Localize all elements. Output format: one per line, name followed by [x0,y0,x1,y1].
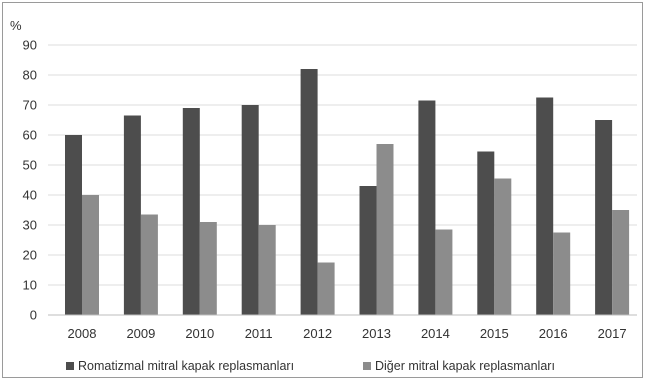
bar-romatizmal-2011 [241,105,259,315]
bar-romatizmal-2015 [477,151,495,315]
x-tick-label: 2010 [185,326,214,341]
x-tick-label: 2014 [421,326,450,341]
y-tick-label: 30 [23,218,37,233]
bar-diger-2014 [435,229,453,315]
y-tick-label: 80 [23,68,37,83]
bars [65,69,630,315]
legend: Romatizmal mitral kapak replasmanları Diğ… [66,359,555,373]
bar-romatizmal-2016 [536,97,554,315]
legend-label: Romatizmal mitral kapak replasmanları [78,359,294,373]
legend-swatch [66,362,74,370]
bar-diger-2009 [140,214,158,315]
x-tick-label: 2013 [362,326,391,341]
x-tick-label: 2015 [480,326,509,341]
y-tick-label: 20 [23,248,37,263]
bar-diger-2016 [553,232,571,315]
bar-romatizmal-2009 [123,115,141,315]
x-tick-label: 2008 [68,326,97,341]
y-tick-labels: 0 10 20 30 40 50 60 70 80 90 [23,38,37,323]
y-tick-label: 40 [23,188,37,203]
bar-diger-2015 [494,178,512,315]
y-tick-label: 90 [23,38,37,53]
bar-diger-2017 [612,210,630,315]
x-tick-label: 2011 [245,326,273,341]
x-tick-label: 2016 [539,326,568,341]
y-tick-label: 0 [30,308,37,323]
legend-label: Diğer mitral kapak replasmanları [375,359,555,373]
bar-romatizmal-2008 [65,135,82,315]
y-axis-unit-label: % [10,18,22,33]
y-tick-label: 60 [23,128,37,143]
bar-diger-2008 [82,195,99,315]
bar-romatizmal-2013 [359,186,377,315]
bar-diger-2013 [376,144,394,315]
y-tick-label: 10 [23,278,37,293]
bar-romatizmal-2012 [300,69,318,315]
bar-diger-2010 [199,222,217,315]
bar-romatizmal-2014 [418,100,436,315]
legend-swatch [363,362,371,370]
bar-romatizmal-2017 [595,120,613,315]
x-tick-label: 2017 [598,326,627,341]
x-tick-labels: 2008 2009 2010 2011 2012 2013 2014 2015 2016 2017 [68,326,627,341]
x-tick-label: 2012 [303,326,332,341]
x-tick-label: 2009 [126,326,155,341]
bar-romatizmal-2010 [182,108,200,315]
bar-diger-2012 [317,262,335,315]
bar-diger-2011 [258,225,276,315]
y-tick-label: 70 [23,98,37,113]
y-tick-label: 50 [23,158,37,173]
